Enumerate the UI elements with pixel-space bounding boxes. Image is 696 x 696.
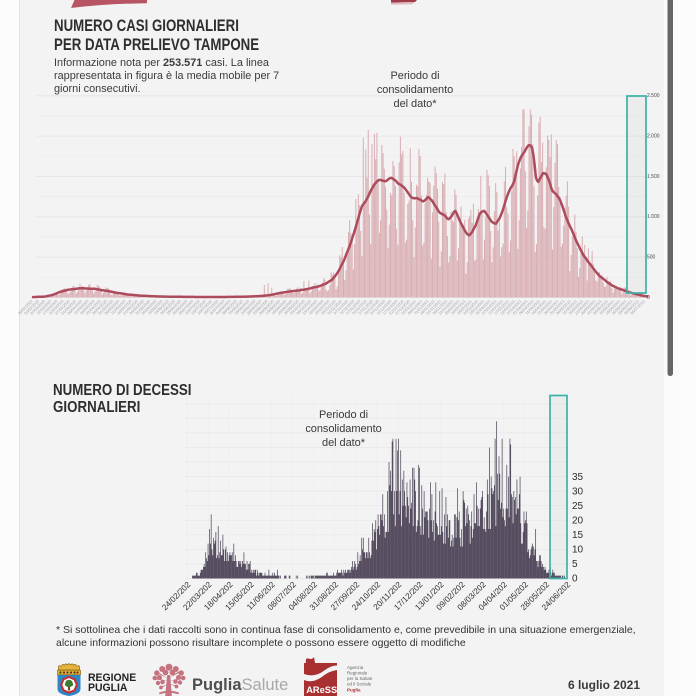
svg-text:1.000: 1.000 <box>647 214 660 220</box>
svg-text:0: 0 <box>647 295 650 301</box>
svg-text:Regionale: Regionale <box>347 671 368 676</box>
svg-text:Puglia: Puglia <box>347 688 361 693</box>
svg-text:15: 15 <box>572 530 584 541</box>
svg-text:Agenzia: Agenzia <box>347 665 364 670</box>
svg-text:0: 0 <box>572 574 578 585</box>
svg-text:20: 20 <box>572 516 584 527</box>
svg-text:1.500: 1.500 <box>647 174 660 180</box>
svg-text:AReSS: AReSS <box>306 685 337 695</box>
svg-text:per la Salute: per la Salute <box>347 676 373 681</box>
svg-text:ed il Sociale: ed il Sociale <box>347 682 372 687</box>
svg-text:5: 5 <box>572 559 578 570</box>
svg-text:2.500: 2.500 <box>647 93 660 99</box>
svg-text:30: 30 <box>572 486 584 497</box>
svg-text:35: 35 <box>572 472 584 483</box>
svg-text:10: 10 <box>572 545 584 556</box>
svg-text:2.000: 2.000 <box>647 134 660 140</box>
svg-text:500: 500 <box>647 255 656 261</box>
svg-text:25: 25 <box>572 501 584 512</box>
